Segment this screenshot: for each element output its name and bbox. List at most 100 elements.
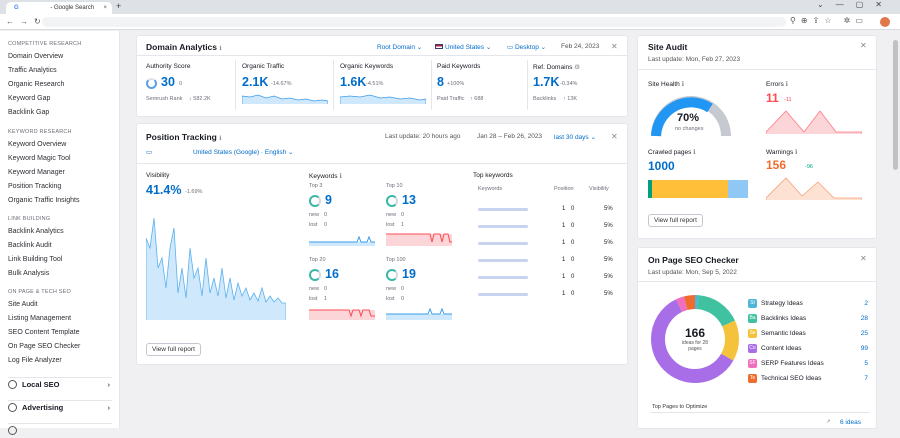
top20-value[interactable]: 16 [325,267,339,281]
idea-value[interactable]: 5 [864,360,868,367]
keyword-link[interactable] [478,259,528,262]
sidebar-item-bulk-analysis[interactable]: Bulk Analysis [8,270,50,277]
sidebar-item-more[interactable] [8,423,112,437]
row-visibility: 5% [604,274,613,280]
top3-new-label: new [309,212,320,218]
idea-value[interactable]: 28 [860,315,868,322]
sidebar-item-domain-overview[interactable]: Domain Overview [8,53,64,60]
idea-value[interactable]: 99 [860,345,868,352]
ideas-link[interactable]: 6 ideas [840,419,861,426]
device-select[interactable]: ▭ Desktop ⌄ [507,44,547,51]
paid-keywords-value[interactable]: 8 [437,75,444,89]
divider [137,163,627,164]
info-icon: ℹ [219,46,222,52]
desktop-icon: ▭ [146,149,153,156]
row-visibility: 5% [604,206,613,212]
row-position: 1 [562,240,566,246]
organic-traffic-value[interactable]: 2.1K [242,75,269,89]
keyword-link[interactable] [478,208,528,211]
browser-tab-bar: G - Google Search × + ⌄—▢✕ [0,0,900,14]
close-icon[interactable]: ✕ [611,132,618,141]
visibility-label: Visibility [146,172,170,179]
sidebar-item-on-page-seo-checker[interactable]: On Page SEO Checker [8,343,81,350]
col-keywords: Keywords [478,186,503,192]
sidebar-item-link-building-tool[interactable]: Link Building Tool [8,256,63,263]
tab-close-icon[interactable]: × [103,5,107,11]
sidebar-item-position-tracking[interactable]: Position Tracking [8,183,62,190]
top20-new: 0 [324,286,328,292]
sidebar-item-backlink-gap[interactable]: Backlink Gap [8,109,50,116]
crawled-bar-warnings [652,180,728,198]
top10-new-label: new [386,212,397,218]
desktop-icon: ▭ [507,44,514,51]
sidebar-item-advertising[interactable]: Advertising › [8,400,112,414]
technical-seo-idea-icon: Te [748,374,757,383]
divider [638,281,876,282]
top3-value[interactable]: 9 [325,193,332,207]
keyword-link[interactable] [478,276,528,279]
sidebar-item-local-seo[interactable]: Local SEO › [8,377,112,391]
new-tab-icon[interactable]: + [116,1,122,11]
organic-keywords-delta: -4.51% [366,81,384,87]
sidebar-item-log-file-analyzer[interactable]: Log File Analyzer [8,357,62,364]
sidebar-item-organic-traffic-insights[interactable]: Organic Traffic Insights [8,197,80,204]
site-health-sub: no changes [675,126,704,132]
site-audit-card: Site Audit ✕ Last update: Mon, Feb 27, 2… [638,36,876,238]
nav-buttons[interactable]: ←→↻ [6,17,47,26]
sidebar-item-backlink-audit[interactable]: Backlink Audit [8,242,52,249]
pt-view-full-report-button[interactable]: View full report [146,343,201,356]
external-link-icon: ↗ [826,419,831,425]
idea-value[interactable]: 25 [860,330,868,337]
browser-tab[interactable]: G - Google Search × [6,2,112,14]
sidebar-item-traffic-analytics[interactable]: Traffic Analytics [8,67,57,74]
ref-domains-value[interactable]: 1.7K [533,75,560,89]
sidebar-item-site-audit[interactable]: Site Audit [8,301,38,308]
close-icon[interactable]: ✕ [860,41,867,50]
sidebar-item-listing-management[interactable]: Listing Management [8,315,72,322]
row-visibility: 5% [604,291,613,297]
sidebar-item-seo-content-template[interactable]: SEO Content Template [8,329,80,336]
site-health-value: 70% [677,112,700,124]
root-domain-select[interactable]: Root Domain ⌄ [377,44,423,51]
crawled-pages-value[interactable]: 1000 [648,159,675,173]
chevron-right-icon: › [107,380,111,389]
close-icon[interactable]: ✕ [611,42,618,51]
profile-avatar[interactable] [880,17,890,27]
target-icon [8,403,17,412]
top3-lost-label: lost [309,222,318,228]
sidebar-item-backlink-analytics[interactable]: Backlink Analytics [8,228,64,235]
top100-value[interactable]: 19 [402,267,416,281]
pt-period-select[interactable]: last 30 days ⌄ [554,134,596,141]
idea-value[interactable]: 7 [864,375,868,382]
idea-value[interactable]: 2 [864,300,868,307]
errors-value[interactable]: 11 [766,91,779,105]
top-pages-label: Top Pages to Optimize [652,404,708,410]
close-icon[interactable]: ✕ [860,254,867,263]
sidebar-item-keyword-manager[interactable]: Keyword Manager [8,169,65,176]
organic-keywords-value[interactable]: 1.6K [340,75,367,89]
sidebar-item-organic-research[interactable]: Organic Research [8,81,65,88]
keyword-link[interactable] [478,225,528,228]
row-position: 1 [562,257,566,263]
sa-view-full-report-button[interactable]: View full report [648,214,703,227]
top3-ring-icon [309,195,321,207]
top20-label: Top 20 [309,257,326,263]
toolbar-icons[interactable]: ⚲⊕⇪☆ ✲▭ [790,16,868,25]
keyword-link[interactable] [478,293,528,296]
address-bar[interactable] [42,17,786,27]
window-controls[interactable]: ⌄—▢✕ [817,0,894,9]
top10-value[interactable]: 13 [402,193,416,207]
country-select[interactable]: United States ⌄ [435,43,491,51]
idea-label: SERP Features Ideas [761,360,824,367]
row-position: 1 [562,206,566,212]
sidebar-item-keyword-gap[interactable]: Keyword Gap [8,95,51,102]
sidebar-item-keyword-overview[interactable]: Keyword Overview [8,141,67,148]
row-visibility: 5% [604,240,613,246]
scrollbar[interactable] [893,40,898,170]
warnings-value[interactable]: 156 [766,158,787,172]
pt-location-select[interactable]: United States (Google) · English ⌄ [193,149,294,156]
keyword-link[interactable] [478,242,528,245]
divider [235,60,236,110]
sidebar-item-keyword-magic-tool[interactable]: Keyword Magic Tool [8,155,71,162]
row-change: 0 [571,240,575,246]
